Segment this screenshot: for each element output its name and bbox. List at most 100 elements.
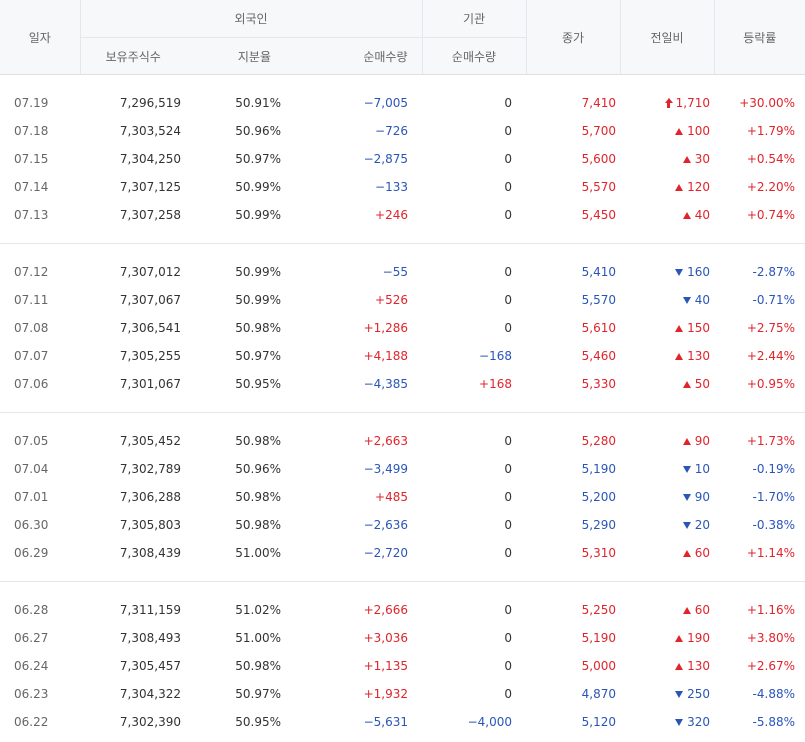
cell-change: 190 [620, 624, 714, 652]
cell-change: 40 [620, 201, 714, 229]
cell-date: 07.05 [14, 434, 49, 448]
cell-rate: +3.80% [746, 631, 795, 645]
cell-change: 20 [620, 511, 714, 539]
cell-ratio: 50.97% [235, 349, 281, 363]
cell-foreign-net: +1,286 [363, 321, 408, 335]
cell-date: 06.24 [14, 659, 49, 673]
table-body: 07.19 7,296,519 50.91% −7,005 0 7,410 1,710 +30… [0, 75, 805, 737]
upper-limit-arrow-icon [664, 98, 673, 108]
cell-foreign-net: −4,385 [363, 377, 408, 391]
header-close: 종가 [525, 0, 620, 75]
cell-date: 07.06 [14, 377, 49, 391]
cell-holdings: 7,305,255 [119, 349, 181, 363]
cell-change-value: 10 [694, 462, 710, 476]
cell-holdings: 7,304,250 [119, 152, 181, 166]
cell-change: 40 [620, 286, 714, 314]
group-spacer [0, 582, 805, 597]
table-row: 06.22 7,302,390 50.95% −5,631 −4,000 5,120 320… [0, 708, 805, 736]
cell-close: 5,700 [581, 124, 616, 138]
cell-foreign-net: +3,036 [363, 631, 408, 645]
up-triangle-icon [675, 353, 684, 360]
cell-foreign-net: −2,720 [363, 546, 408, 560]
cell-foreign-net: +1,932 [363, 687, 408, 701]
cell-rate: +1.79% [746, 124, 795, 138]
header-foreign-net: 순매수량 [299, 37, 422, 75]
cell-ratio: 50.96% [235, 462, 281, 476]
up-triangle-icon [682, 156, 691, 163]
cell-ratio: 50.98% [235, 490, 281, 504]
cell-inst-net: 0 [504, 96, 512, 110]
cell-inst-net: −168 [479, 349, 512, 363]
table-row: 07.15 7,304,250 50.97% −2,875 0 5,600 30 +0.54% [0, 145, 805, 173]
cell-change-value: 120 [687, 180, 710, 194]
cell-inst-net: 0 [504, 265, 512, 279]
cell-inst-net: 0 [504, 124, 512, 138]
cell-ratio: 50.98% [235, 434, 281, 448]
cell-rate: +0.54% [746, 152, 795, 166]
up-triangle-icon [675, 635, 684, 642]
cell-ratio: 50.96% [235, 124, 281, 138]
cell-rate: +1.16% [746, 603, 795, 617]
down-triangle-icon [682, 466, 691, 473]
group-spacer [0, 244, 805, 259]
cell-close: 5,190 [581, 462, 616, 476]
header-date: 일자 [0, 0, 80, 75]
cell-holdings: 7,302,789 [119, 462, 181, 476]
cell-inst-net: 0 [504, 603, 512, 617]
table-row: 07.19 7,296,519 50.91% −7,005 0 7,410 1,710 +30… [0, 89, 805, 117]
cell-holdings: 7,296,519 [119, 96, 181, 110]
cell-holdings: 7,307,125 [119, 180, 181, 194]
cell-foreign-net: +1,135 [363, 659, 408, 673]
cell-holdings: 7,311,159 [119, 603, 181, 617]
table-row: 07.04 7,302,789 50.96% −3,499 0 5,190 10 -0.19% [0, 455, 805, 483]
cell-date: 06.22 [14, 715, 49, 729]
cell-holdings: 7,305,803 [119, 518, 181, 532]
table-row: 07.08 7,306,541 50.98% +1,286 0 5,610 150 +2.75… [0, 314, 805, 342]
cell-rate: -1.70% [752, 490, 795, 504]
cell-change-value: 1,710 [675, 96, 710, 110]
up-triangle-icon [682, 550, 691, 557]
group-spacer [0, 398, 805, 413]
cell-foreign-net: −5,631 [363, 715, 408, 729]
cell-rate: +2.44% [746, 349, 795, 363]
cell-date: 06.27 [14, 631, 49, 645]
cell-holdings: 7,307,067 [119, 293, 181, 307]
cell-date: 07.04 [14, 462, 49, 476]
group-spacer [0, 413, 805, 428]
cell-ratio: 51.00% [235, 631, 281, 645]
table-row: 06.23 7,304,322 50.97% +1,932 0 4,870 250 -4.88… [0, 680, 805, 708]
cell-foreign-net: −2,875 [363, 152, 408, 166]
cell-close: 5,460 [581, 349, 616, 363]
up-triangle-icon [675, 128, 684, 135]
cell-rate: +0.95% [746, 377, 795, 391]
table-row: 07.01 7,306,288 50.98% +485 0 5,200 90 -1.70% [0, 483, 805, 511]
cell-close: 5,610 [581, 321, 616, 335]
cell-rate: -4.88% [752, 687, 795, 701]
cell-rate: +2.67% [746, 659, 795, 673]
cell-change: 160 [620, 258, 714, 286]
up-triangle-icon [682, 438, 691, 445]
up-triangle-icon [682, 381, 691, 388]
table-row: 07.12 7,307,012 50.99% −55 0 5,410 160 -2.87% [0, 258, 805, 286]
cell-rate: -2.87% [752, 265, 795, 279]
cell-date: 07.11 [14, 293, 49, 307]
cell-change-value: 90 [694, 490, 710, 504]
down-triangle-icon [675, 691, 684, 698]
group-spacer [0, 75, 805, 90]
down-triangle-icon [675, 269, 684, 276]
cell-change: 90 [620, 483, 714, 511]
cell-rate: +0.74% [746, 208, 795, 222]
cell-change: 320 [620, 708, 714, 736]
cell-close: 4,870 [581, 687, 616, 701]
up-triangle-icon [675, 184, 684, 191]
cell-close: 5,450 [581, 208, 616, 222]
cell-change-value: 60 [694, 546, 710, 560]
cell-holdings: 7,306,541 [119, 321, 181, 335]
cell-change: 250 [620, 680, 714, 708]
cell-date: 07.12 [14, 265, 49, 279]
cell-foreign-net: −3,499 [363, 462, 408, 476]
cell-foreign-net: −55 [382, 265, 408, 279]
header-foreign: 외국인 [79, 0, 422, 38]
cell-ratio: 50.98% [235, 321, 281, 335]
